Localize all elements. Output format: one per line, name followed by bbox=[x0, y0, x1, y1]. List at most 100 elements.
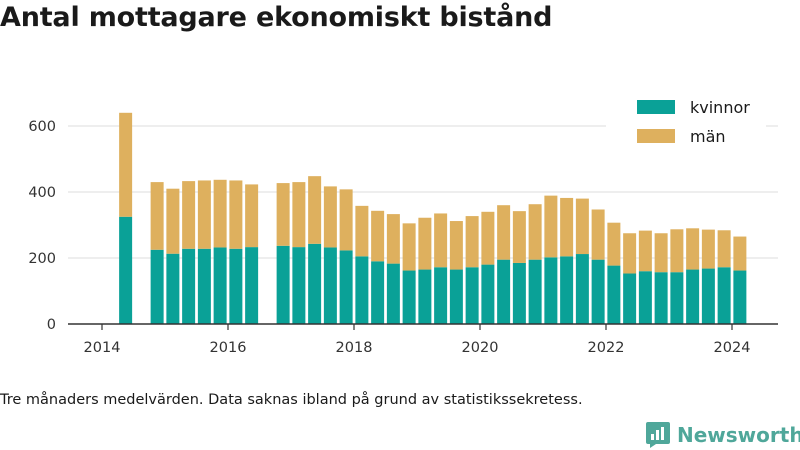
legend-swatch bbox=[637, 129, 675, 143]
bar-man bbox=[528, 204, 542, 260]
bar-man bbox=[371, 210, 385, 262]
bar-kvinnor bbox=[371, 261, 385, 324]
bar-kvinnor bbox=[292, 247, 306, 324]
bar-man bbox=[276, 183, 290, 246]
bar-man bbox=[323, 186, 337, 248]
bar-man bbox=[512, 211, 526, 263]
bar-man bbox=[733, 236, 747, 271]
bar-kvinnor bbox=[229, 248, 243, 324]
bar-man bbox=[355, 205, 369, 257]
bar-man bbox=[465, 216, 479, 268]
bar-kvinnor bbox=[497, 259, 511, 324]
bar-man bbox=[150, 182, 164, 250]
bar-man bbox=[402, 223, 416, 271]
bar-man bbox=[418, 217, 432, 270]
legend-swatch bbox=[637, 100, 675, 114]
bar-kvinnor bbox=[339, 250, 353, 324]
bar-man bbox=[449, 221, 463, 270]
bar-kvinnor bbox=[670, 272, 684, 324]
bar-kvinnor bbox=[150, 249, 164, 324]
bar-man bbox=[292, 182, 306, 248]
bar-man bbox=[607, 222, 621, 266]
legend-label: kvinnor bbox=[690, 98, 750, 117]
x-tick-label: 2024 bbox=[714, 340, 751, 356]
bar-kvinnor bbox=[638, 271, 652, 324]
bar-kvinnor bbox=[623, 273, 637, 324]
bar-kvinnor bbox=[182, 248, 196, 324]
bar-kvinnor bbox=[575, 254, 589, 324]
bar-kvinnor bbox=[323, 247, 337, 324]
y-tick-label: 0 bbox=[47, 317, 56, 333]
bar-man bbox=[623, 233, 637, 274]
bar-man bbox=[386, 214, 400, 264]
bar-kvinnor bbox=[402, 270, 416, 324]
legend-label: män bbox=[690, 127, 726, 146]
bar-kvinnor bbox=[701, 268, 715, 324]
bar-man bbox=[182, 181, 196, 249]
bar-man bbox=[308, 176, 322, 244]
y-tick-label: 400 bbox=[28, 185, 56, 201]
bar-man bbox=[575, 198, 589, 255]
x-tick-label: 2022 bbox=[588, 340, 625, 356]
y-tick-label: 600 bbox=[28, 119, 56, 135]
bar-kvinnor bbox=[197, 248, 211, 324]
bar-chart: 0 200 400 600 2014 2016 2018 2020 2022 2024 kvinn… bbox=[28, 92, 778, 356]
bar-man bbox=[717, 230, 731, 268]
bar-man bbox=[229, 180, 243, 249]
x-tick-label: 2016 bbox=[210, 340, 247, 356]
x-tick-label: 2020 bbox=[462, 340, 499, 356]
bar-man bbox=[686, 228, 700, 270]
bar-man bbox=[166, 188, 180, 254]
bar-man bbox=[591, 209, 605, 260]
bar-kvinnor bbox=[528, 259, 542, 324]
axes: 0 200 400 600 2014 2016 2018 2020 2022 2024 bbox=[28, 119, 778, 356]
legend-background bbox=[606, 92, 766, 156]
x-tick-label: 2018 bbox=[336, 340, 373, 356]
bar-kvinnor bbox=[717, 267, 731, 324]
legend: kvinnor män bbox=[606, 92, 766, 156]
brand-name: Newsworthy bbox=[677, 423, 800, 447]
bar-kvinnor bbox=[166, 253, 180, 324]
bar-kvinnor bbox=[276, 245, 290, 324]
bar-man bbox=[654, 233, 668, 273]
bar-kvinnor bbox=[213, 247, 227, 324]
bar-man bbox=[560, 197, 574, 257]
bar-kvinnor bbox=[119, 216, 133, 324]
bars bbox=[119, 112, 747, 324]
bar-man bbox=[213, 179, 227, 248]
bar-man bbox=[544, 195, 558, 258]
bar-kvinnor bbox=[733, 270, 747, 324]
bar-kvinnor bbox=[607, 265, 621, 324]
x-tick-label: 2014 bbox=[84, 340, 121, 356]
bar-kvinnor bbox=[434, 267, 448, 324]
brand-logo[interactable]: Newsworthy bbox=[645, 420, 800, 450]
bar-man bbox=[670, 229, 684, 273]
bar-man bbox=[245, 184, 259, 248]
bar-kvinnor bbox=[481, 264, 495, 324]
bar-kvinnor bbox=[654, 272, 668, 324]
y-tick-label: 200 bbox=[28, 251, 56, 267]
bar-kvinnor bbox=[245, 247, 259, 324]
bar-man bbox=[638, 230, 652, 272]
bar-man bbox=[434, 213, 448, 268]
footnote: Tre månaders medelvärden. Data saknas ib… bbox=[0, 392, 583, 408]
bar-kvinnor bbox=[418, 269, 432, 324]
bar-man bbox=[481, 211, 495, 265]
bar-kvinnor bbox=[544, 257, 558, 324]
bar-man bbox=[197, 180, 211, 249]
bar-man bbox=[119, 112, 133, 217]
bar-man bbox=[701, 229, 715, 269]
bar-kvinnor bbox=[465, 267, 479, 324]
bar-kvinnor bbox=[355, 256, 369, 324]
bar-kvinnor bbox=[386, 263, 400, 324]
bar-kvinnor bbox=[308, 243, 322, 324]
bar-kvinnor bbox=[449, 269, 463, 324]
bar-kvinnor bbox=[686, 269, 700, 324]
bar-kvinnor bbox=[512, 262, 526, 324]
bar-kvinnor bbox=[560, 256, 574, 324]
bar-man bbox=[339, 189, 353, 251]
newsworthy-logo-icon bbox=[646, 422, 670, 448]
bar-kvinnor bbox=[591, 259, 605, 324]
chart-title: Antal mottagare ekonomiskt bistånd bbox=[0, 2, 553, 33]
bar-man bbox=[497, 205, 511, 260]
